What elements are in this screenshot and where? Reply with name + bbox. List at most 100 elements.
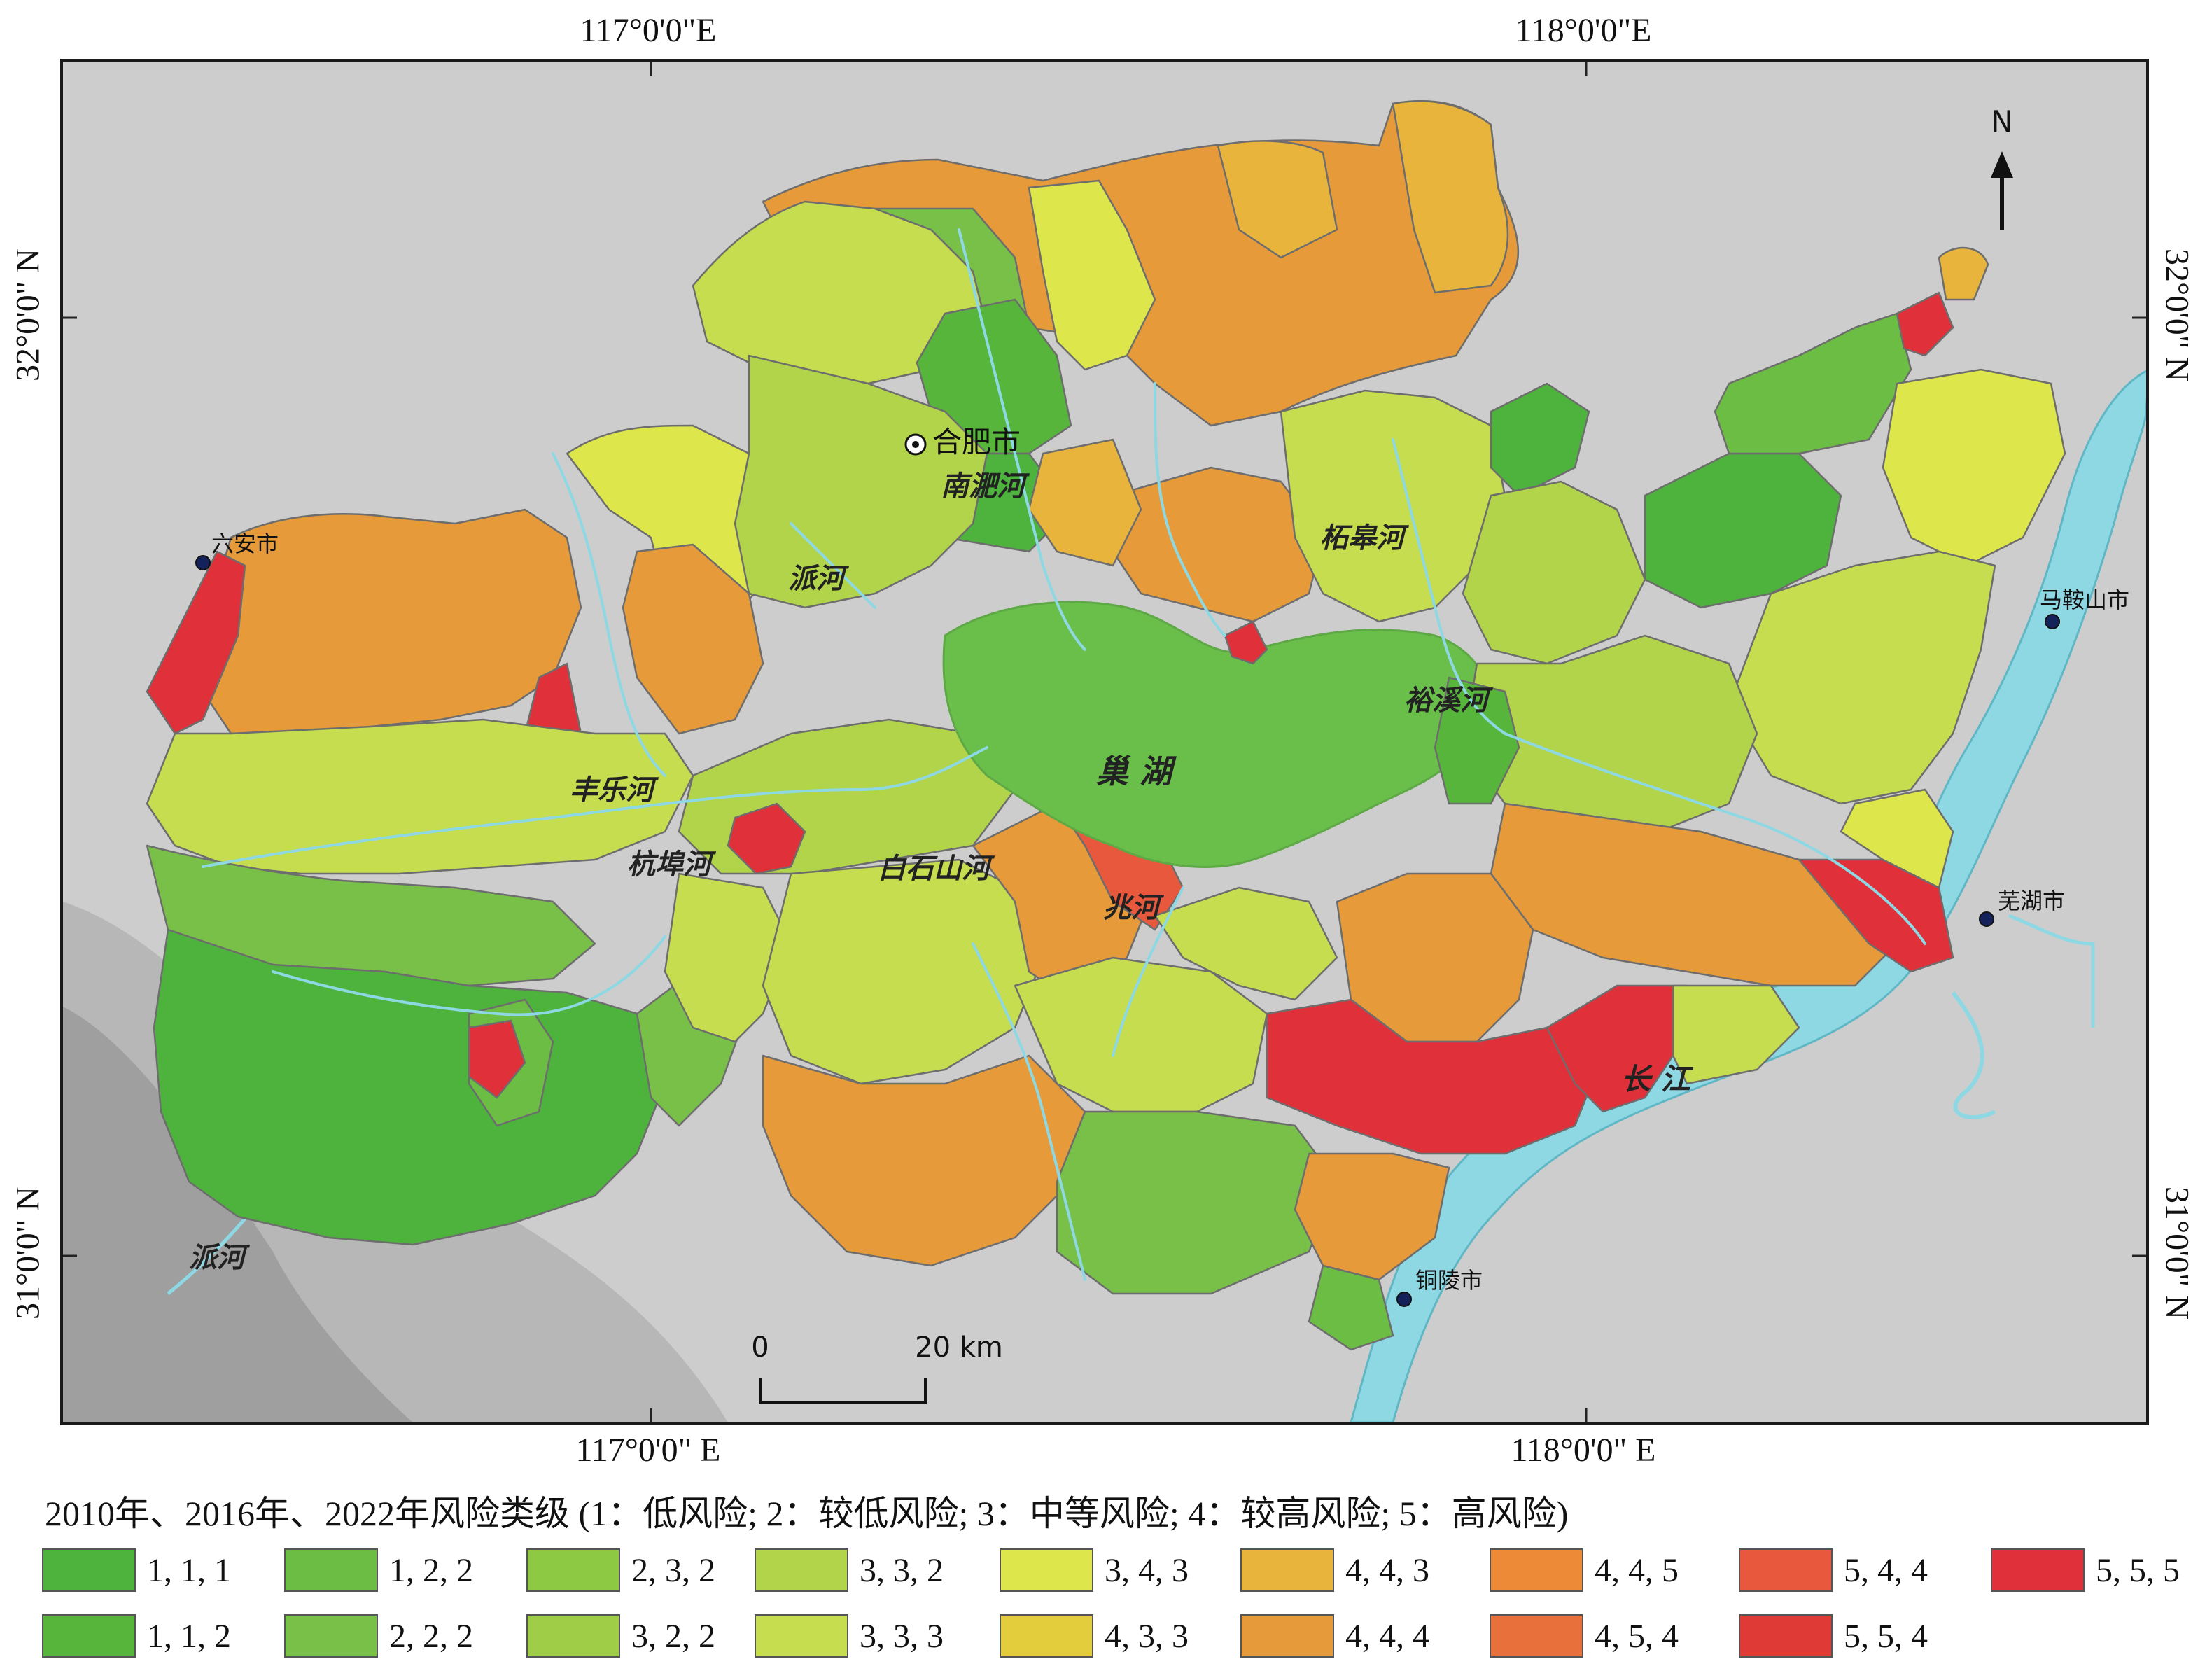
legend-swatch <box>42 1614 136 1658</box>
legend-label: 4, 4, 4 <box>1345 1617 1429 1655</box>
river-label-yuxi: 裕溪河 <box>1404 684 1494 717</box>
legend-label: 3, 2, 2 <box>631 1617 715 1655</box>
watershed-regions <box>146 100 2066 1351</box>
region-north-4-4-3 <box>1217 140 1338 259</box>
region-liuan-5-5-5 <box>146 550 246 735</box>
legend-item: 4, 5, 4 <box>1490 1613 1679 1659</box>
legend-label: 5, 5, 5 <box>2096 1551 2180 1589</box>
city-label-tongling: 铜陵市 <box>1415 1267 1483 1294</box>
legend-swatch <box>1000 1548 1093 1592</box>
region-ne-4-4-3 <box>1392 100 1509 294</box>
legend-swatch <box>1739 1614 1833 1658</box>
legend-swatch <box>755 1548 848 1592</box>
city-markers <box>195 433 2060 1307</box>
river-label-zhaohe: 兆河 <box>1103 891 1165 924</box>
legend-swatch <box>1000 1614 1093 1658</box>
city-label-hefei: 合肥市 <box>932 425 1021 459</box>
region-east-3-4-3 <box>1882 368 2066 567</box>
region-tongling-4-4-4 <box>1294 1152 1450 1281</box>
river-label-paihe: 派河 <box>788 562 850 595</box>
region-tongling-1-2-2 <box>1308 1264 1394 1351</box>
region-east-3-3-3 <box>1728 550 1996 805</box>
legend-label: 4, 4, 5 <box>1595 1551 1679 1589</box>
legend-item: 2, 2, 2 <box>284 1613 473 1659</box>
scale-bar-start-label: 0 <box>751 1331 769 1364</box>
region-ne-1-1-1 <box>1490 382 1590 497</box>
legend-swatch <box>1739 1548 1833 1592</box>
region-north-3-4-3 <box>1028 179 1156 371</box>
city-marker-wuhu <box>1979 911 1994 927</box>
river-branch <box>1951 991 1996 1119</box>
lon-label-top-118: 118°0'0"E <box>1515 12 1652 49</box>
legend-item: 3, 4, 3 <box>1000 1547 1189 1593</box>
city-label-wuhu: 芜湖市 <box>1998 888 2065 914</box>
scale-bar: 0 20 km <box>751 1331 1003 1404</box>
river-label-fengle: 丰乐河 <box>570 774 659 806</box>
legend-swatch <box>1490 1614 1583 1658</box>
legend-swatch <box>526 1614 620 1658</box>
region-west-4-4-4b <box>622 543 764 735</box>
region-southwest-1-1-1 <box>153 928 666 1246</box>
legend-label: 4, 5, 4 <box>1595 1617 1679 1655</box>
legend-item: 5, 4, 4 <box>1739 1547 1928 1593</box>
river-label-paihe-sw: 派河 <box>189 1241 251 1274</box>
city-marker-tongling <box>1396 1292 1412 1307</box>
legend-item: 4, 4, 3 <box>1240 1547 1429 1593</box>
legend-item: 3, 2, 2 <box>526 1613 715 1659</box>
city-label-liuan: 六安市 <box>211 531 279 557</box>
river-branch <box>2008 913 2095 1028</box>
region-zhaohe-north-3-3-3 <box>1154 886 1338 1001</box>
legend-item: 3, 3, 3 <box>755 1613 944 1659</box>
legend-item: 2, 3, 2 <box>526 1547 715 1593</box>
city-label-maanshan: 马鞍山市 <box>2040 587 2129 613</box>
region-south-4-4-4 <box>762 1054 1086 1267</box>
city-marker-maanshan <box>2045 614 2060 629</box>
river-label-zhegao: 柘皋河 <box>1320 522 1410 554</box>
lon-label-top-117: 117°0'0"E <box>580 12 717 49</box>
region-lake-north-4-4-4 <box>1112 466 1324 623</box>
legend-item: 4, 3, 3 <box>1000 1613 1189 1659</box>
city-marker-liuan <box>195 555 211 570</box>
region-ne-3-3-2 <box>1462 480 1646 665</box>
capital-marker-hefei-dot <box>912 441 919 448</box>
legend-label: 2, 3, 2 <box>631 1551 715 1589</box>
legend-swatch <box>1991 1548 2085 1592</box>
lon-label-bottom-117: 117°0'0" E <box>575 1432 721 1469</box>
legend-label: 4, 4, 3 <box>1345 1551 1429 1589</box>
region-lake-north-5-5-5 <box>1224 620 1268 665</box>
region-fengle-3-3-3 <box>146 718 694 875</box>
legend-label: 1, 1, 1 <box>147 1551 231 1589</box>
legend-label: 3, 4, 3 <box>1105 1551 1189 1589</box>
legend-item: 1, 2, 2 <box>284 1547 473 1593</box>
region-yangtze-3-3-3 <box>1672 984 1800 1085</box>
legend-swatch <box>526 1548 620 1592</box>
region-paihe-3-3-2 <box>734 354 988 609</box>
north-arrow: N <box>1991 104 2013 230</box>
legend-swatch <box>284 1548 378 1592</box>
region-hangbu-3-3-3 <box>664 872 792 1043</box>
legend-swatch <box>284 1614 378 1658</box>
map-canvas: 合肥市 六安市 马鞍山市 芜湖市 铜陵市 南淝河 派河 柘皋河 裕溪河 巢 湖 … <box>63 62 2146 1422</box>
region-se-3-4-3 <box>1840 788 1954 889</box>
region-ne-5-5-5 <box>1896 291 1954 357</box>
lat-label-left-32: 32°0'0" N <box>9 248 47 382</box>
region-baishishan-3-3-3 <box>762 858 1044 1085</box>
legend-label: 3, 3, 3 <box>860 1617 944 1655</box>
lat-label-right-32: 32°0'0" N <box>2158 248 2196 382</box>
river-network <box>202 228 1926 1281</box>
lat-label-left-31: 31°0'0" N <box>9 1186 47 1320</box>
legend-label: 4, 3, 3 <box>1105 1617 1189 1655</box>
scale-bar-end-label: 20 km <box>915 1331 1003 1364</box>
legend-item: 3, 3, 2 <box>755 1547 944 1593</box>
north-arrow-label: N <box>1991 104 2012 139</box>
legend-title: 2010年、2016年、2022年风险类级 (1：低风险; 2：较低风险; 3：… <box>45 1494 1569 1533</box>
legend-item: 4, 4, 4 <box>1240 1613 1429 1659</box>
legend-label: 3, 3, 2 <box>860 1551 944 1589</box>
legend-swatch <box>1490 1548 1583 1592</box>
legend-label: 2, 2, 2 <box>389 1617 473 1655</box>
legend-item: 1, 1, 2 <box>42 1613 231 1659</box>
lon-label-bottom-118: 118°0'0" E <box>1511 1432 1656 1469</box>
legend-swatch <box>1240 1614 1334 1658</box>
north-arrow-head <box>1991 151 2013 178</box>
region-ne-1-2-2 <box>1714 312 1912 455</box>
